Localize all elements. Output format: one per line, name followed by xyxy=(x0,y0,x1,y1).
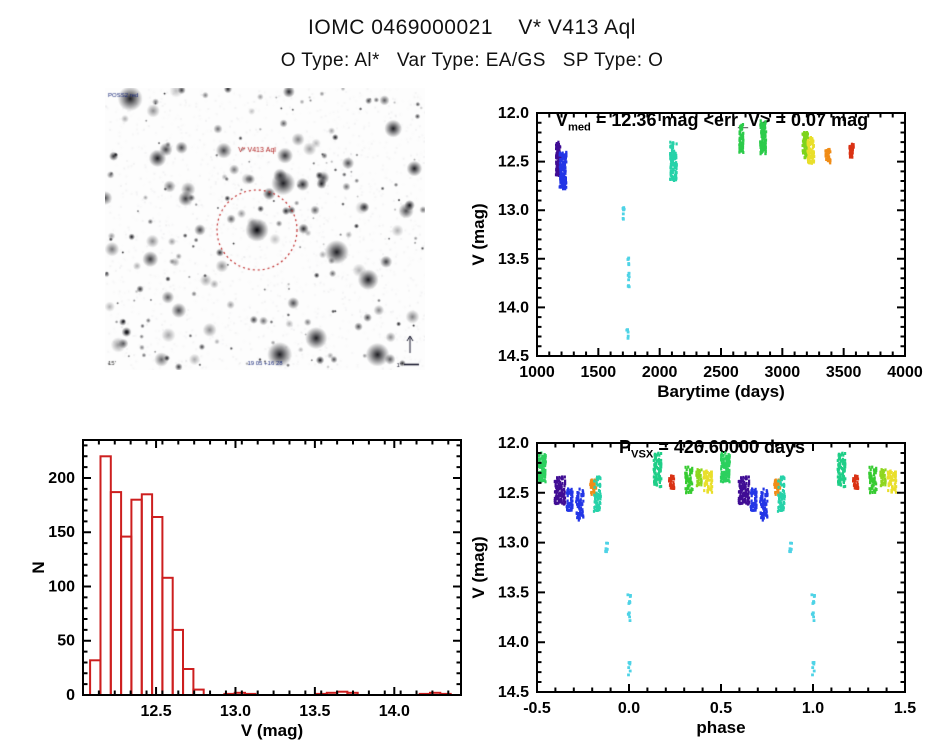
svg-text:14.5: 14.5 xyxy=(498,348,529,365)
x-axis-label: V (mag) xyxy=(241,721,303,740)
y-axis-tick-labels: 0 50 100 150 200 xyxy=(48,470,75,704)
svg-text:2000: 2000 xyxy=(642,364,678,381)
lightcurve-title-symbol: V xyxy=(555,110,568,130)
svg-text:13.5: 13.5 xyxy=(299,703,330,720)
page-title: IOMC 0469000021 V* V413 Aql xyxy=(308,16,636,39)
x-axis-label: phase xyxy=(696,718,745,737)
svg-text:1.5: 1.5 xyxy=(894,700,916,717)
histogram-bars xyxy=(89,455,452,697)
svg-text:0: 0 xyxy=(66,687,75,704)
svg-text:13.5: 13.5 xyxy=(498,584,529,601)
svg-text:50: 50 xyxy=(57,633,75,650)
svg-text:3000: 3000 xyxy=(765,364,801,381)
data-points xyxy=(537,451,898,677)
phase-plot: -0.5 0.0 0.5 1.0 1.5 12.0 12.5 13.0 13.5 14.0 14.5… xyxy=(470,435,916,737)
lightcurve-title-subscript: med xyxy=(567,121,591,134)
svg-text:0.0: 0.0 xyxy=(618,700,640,717)
finding-chart xyxy=(105,88,425,370)
svg-text:14.0: 14.0 xyxy=(379,703,410,720)
lightcurve-title: Vmed = 12.36 mag <err_V> = 0.07 mag xyxy=(470,89,944,134)
svg-text:100: 100 xyxy=(48,578,75,595)
page-subtitle: O Type: Al* Var Type: EA/GS SP Type: O xyxy=(280,50,664,71)
svg-text:14.5: 14.5 xyxy=(498,684,529,701)
svg-text:13.0: 13.0 xyxy=(498,535,529,552)
x-axis-tick-labels: 12.5 13.0 13.5 14.0 xyxy=(140,703,409,720)
svg-text:0.5: 0.5 xyxy=(710,700,732,717)
svg-text:12.5: 12.5 xyxy=(140,703,171,720)
svg-text:13.5: 13.5 xyxy=(498,251,529,268)
lightcurve-title-value: = 12.36 mag <err_V> = 0.07 mag xyxy=(590,110,869,130)
svg-text:1000: 1000 xyxy=(519,364,555,381)
svg-text:-0.5: -0.5 xyxy=(523,700,551,717)
y-axis-label: V (mag) xyxy=(470,536,488,598)
y-axis-tick-labels: 12.0 12.5 13.0 13.5 14.0 14.5 xyxy=(498,435,529,701)
svg-text:13.0: 13.0 xyxy=(220,703,251,720)
svg-text:12.0: 12.0 xyxy=(498,105,529,122)
y-axis-label: N xyxy=(30,561,48,573)
svg-text:12.0: 12.0 xyxy=(498,435,529,452)
svg-text:2500: 2500 xyxy=(703,364,739,381)
phase-title-subscript: VSX xyxy=(631,448,654,461)
axes xyxy=(82,439,462,696)
svg-text:150: 150 xyxy=(48,524,75,541)
y-axis-label: V (mag) xyxy=(470,203,488,265)
svg-text:14.0: 14.0 xyxy=(498,299,529,316)
x-axis-label: Barytime (days) xyxy=(657,382,785,401)
svg-text:13.0: 13.0 xyxy=(498,202,529,219)
svg-text:200: 200 xyxy=(48,470,75,487)
x-axis-tick-labels: -0.5 0.0 0.5 1.0 1.5 xyxy=(523,700,916,717)
y-axis-tick-labels: 12.0 12.5 13.0 13.5 14.0 14.5 xyxy=(498,105,529,365)
svg-text:12.5: 12.5 xyxy=(498,485,529,502)
svg-text:1500: 1500 xyxy=(581,364,617,381)
histogram-plot: 12.5 13.0 13.5 14.0 0 50 100 150 200 V (mag) N xyxy=(30,439,462,740)
svg-text:12.5: 12.5 xyxy=(498,154,529,171)
svg-text:14.0: 14.0 xyxy=(498,634,529,651)
svg-text:1.0: 1.0 xyxy=(802,700,824,717)
axes xyxy=(536,442,906,693)
lightcurve-plot: 1000 1500 2000 2500 3000 3500 4000 12.0 12.5 13.0… xyxy=(470,105,923,401)
finding-chart-canvas xyxy=(105,88,425,370)
svg-text:3500: 3500 xyxy=(826,364,862,381)
data-points xyxy=(554,119,855,340)
svg-text:4000: 4000 xyxy=(887,364,923,381)
axes xyxy=(536,112,906,357)
x-axis-tick-labels: 1000 1500 2000 2500 3000 3500 4000 xyxy=(519,364,923,381)
